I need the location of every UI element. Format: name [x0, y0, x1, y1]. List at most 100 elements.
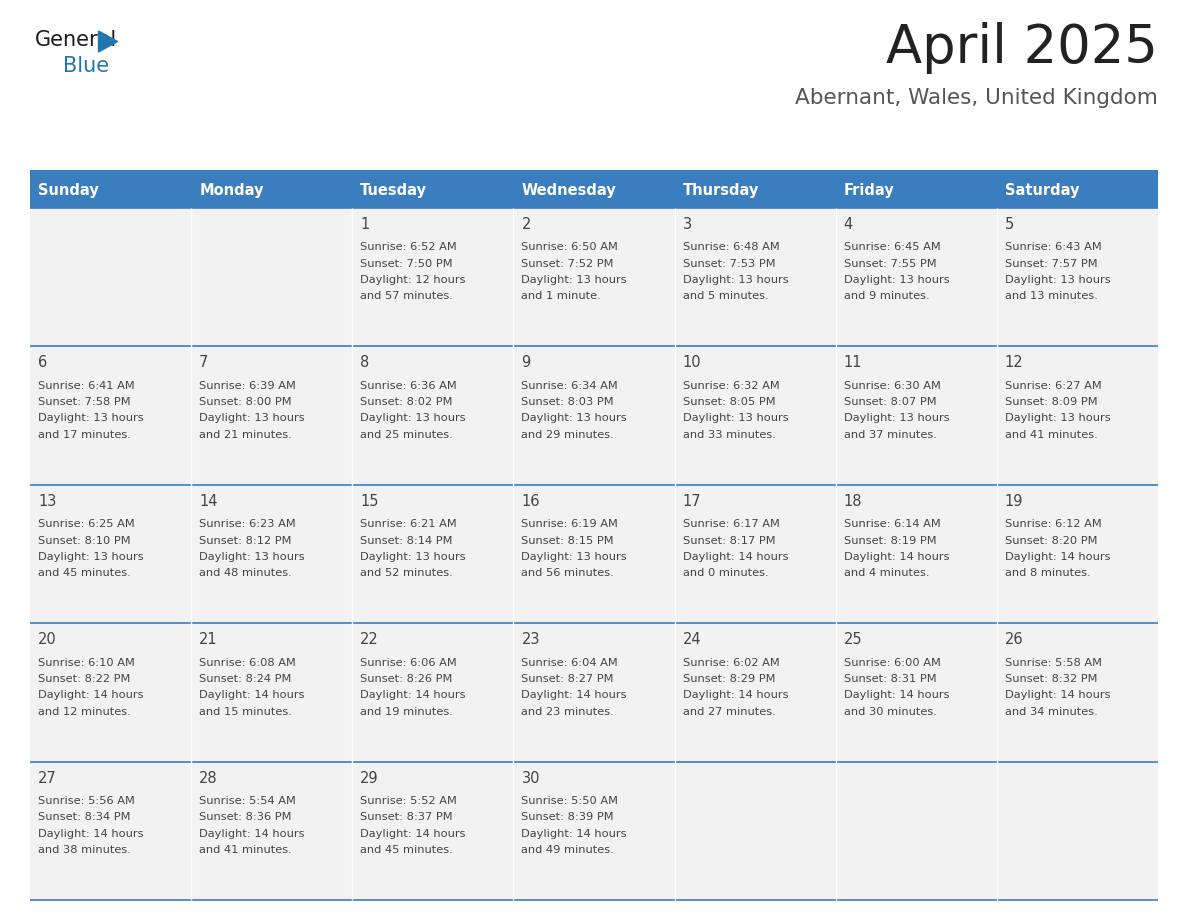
Bar: [675, 172, 835, 208]
Text: Daylight: 12 hours: Daylight: 12 hours: [360, 275, 466, 285]
Bar: [513, 172, 675, 208]
Text: Daylight: 13 hours: Daylight: 13 hours: [360, 552, 466, 562]
Bar: [513, 346, 675, 485]
Text: and 52 minutes.: and 52 minutes.: [360, 568, 453, 578]
Text: Daylight: 14 hours: Daylight: 14 hours: [38, 829, 144, 839]
Bar: [997, 762, 1158, 900]
Text: 23: 23: [522, 633, 541, 647]
Text: Tuesday: Tuesday: [360, 183, 428, 197]
Bar: [353, 208, 513, 346]
Text: Daylight: 14 hours: Daylight: 14 hours: [522, 829, 627, 839]
Bar: [835, 623, 997, 762]
Text: Daylight: 14 hours: Daylight: 14 hours: [1005, 690, 1111, 700]
Text: Daylight: 14 hours: Daylight: 14 hours: [1005, 552, 1111, 562]
Bar: [30, 623, 191, 762]
Text: and 38 minutes.: and 38 minutes.: [38, 845, 131, 855]
Text: Sunrise: 6:36 AM: Sunrise: 6:36 AM: [360, 381, 457, 391]
Bar: [997, 346, 1158, 485]
Text: Sunset: 8:26 PM: Sunset: 8:26 PM: [360, 674, 453, 684]
Text: and 12 minutes.: and 12 minutes.: [38, 707, 131, 717]
Text: Sunrise: 5:54 AM: Sunrise: 5:54 AM: [200, 796, 296, 806]
Text: Sunset: 8:31 PM: Sunset: 8:31 PM: [843, 674, 936, 684]
Text: Daylight: 14 hours: Daylight: 14 hours: [683, 552, 788, 562]
Text: Daylight: 14 hours: Daylight: 14 hours: [200, 690, 304, 700]
Bar: [835, 172, 997, 208]
Text: and 0 minutes.: and 0 minutes.: [683, 568, 769, 578]
Text: Sunrise: 6:23 AM: Sunrise: 6:23 AM: [200, 520, 296, 530]
Text: Daylight: 13 hours: Daylight: 13 hours: [1005, 275, 1111, 285]
Text: Daylight: 13 hours: Daylight: 13 hours: [360, 413, 466, 423]
Text: 18: 18: [843, 494, 862, 509]
Text: April 2025: April 2025: [886, 22, 1158, 74]
Text: Sunset: 8:17 PM: Sunset: 8:17 PM: [683, 535, 776, 545]
Text: Daylight: 13 hours: Daylight: 13 hours: [843, 413, 949, 423]
Text: and 48 minutes.: and 48 minutes.: [200, 568, 292, 578]
Text: General: General: [34, 30, 118, 50]
Text: 11: 11: [843, 355, 862, 370]
Text: Sunrise: 6:14 AM: Sunrise: 6:14 AM: [843, 520, 941, 530]
Text: and 4 minutes.: and 4 minutes.: [843, 568, 929, 578]
Text: Daylight: 13 hours: Daylight: 13 hours: [683, 275, 789, 285]
Text: Sunrise: 6:17 AM: Sunrise: 6:17 AM: [683, 520, 779, 530]
Bar: [513, 762, 675, 900]
Text: Daylight: 14 hours: Daylight: 14 hours: [38, 690, 144, 700]
Text: 4: 4: [843, 217, 853, 232]
Text: Sunrise: 6:25 AM: Sunrise: 6:25 AM: [38, 520, 134, 530]
Text: Sunset: 7:53 PM: Sunset: 7:53 PM: [683, 259, 776, 269]
Bar: [353, 623, 513, 762]
Text: and 17 minutes.: and 17 minutes.: [38, 430, 131, 440]
Text: 7: 7: [200, 355, 209, 370]
Text: 10: 10: [683, 355, 701, 370]
Text: Sunrise: 6:19 AM: Sunrise: 6:19 AM: [522, 520, 619, 530]
Text: Sunset: 7:57 PM: Sunset: 7:57 PM: [1005, 259, 1098, 269]
Text: Sunrise: 5:56 AM: Sunrise: 5:56 AM: [38, 796, 135, 806]
Bar: [997, 172, 1158, 208]
Text: Sunrise: 6:30 AM: Sunrise: 6:30 AM: [843, 381, 941, 391]
Text: 15: 15: [360, 494, 379, 509]
Text: Daylight: 13 hours: Daylight: 13 hours: [38, 552, 144, 562]
Bar: [997, 485, 1158, 623]
Bar: [191, 623, 353, 762]
Text: Sunset: 8:02 PM: Sunset: 8:02 PM: [360, 397, 453, 408]
Text: 8: 8: [360, 355, 369, 370]
Text: Sunrise: 6:52 AM: Sunrise: 6:52 AM: [360, 242, 457, 252]
Bar: [353, 762, 513, 900]
Text: and 19 minutes.: and 19 minutes.: [360, 707, 453, 717]
Bar: [30, 762, 191, 900]
Text: Daylight: 13 hours: Daylight: 13 hours: [38, 413, 144, 423]
Text: 29: 29: [360, 770, 379, 786]
Text: Daylight: 14 hours: Daylight: 14 hours: [360, 690, 466, 700]
Text: and 15 minutes.: and 15 minutes.: [200, 707, 292, 717]
Text: Sunrise: 5:58 AM: Sunrise: 5:58 AM: [1005, 657, 1102, 667]
Text: 13: 13: [38, 494, 57, 509]
Bar: [191, 172, 353, 208]
Text: Sunrise: 6:34 AM: Sunrise: 6:34 AM: [522, 381, 618, 391]
Text: Sunset: 8:12 PM: Sunset: 8:12 PM: [200, 535, 292, 545]
Bar: [191, 346, 353, 485]
Text: Sunset: 7:58 PM: Sunset: 7:58 PM: [38, 397, 131, 408]
Text: 5: 5: [1005, 217, 1015, 232]
Bar: [30, 172, 191, 208]
Text: Sunrise: 6:43 AM: Sunrise: 6:43 AM: [1005, 242, 1101, 252]
Text: Daylight: 14 hours: Daylight: 14 hours: [683, 690, 788, 700]
Bar: [997, 623, 1158, 762]
Text: Daylight: 14 hours: Daylight: 14 hours: [522, 690, 627, 700]
Text: 27: 27: [38, 770, 57, 786]
Text: Sunrise: 5:50 AM: Sunrise: 5:50 AM: [522, 796, 619, 806]
Text: and 56 minutes.: and 56 minutes.: [522, 568, 614, 578]
Text: and 41 minutes.: and 41 minutes.: [1005, 430, 1098, 440]
Text: and 1 minute.: and 1 minute.: [522, 291, 601, 301]
Text: Daylight: 14 hours: Daylight: 14 hours: [200, 829, 304, 839]
Text: 17: 17: [683, 494, 701, 509]
Bar: [191, 485, 353, 623]
Text: Sunset: 8:32 PM: Sunset: 8:32 PM: [1005, 674, 1098, 684]
Text: 14: 14: [200, 494, 217, 509]
Text: Sunset: 8:10 PM: Sunset: 8:10 PM: [38, 535, 131, 545]
Text: and 5 minutes.: and 5 minutes.: [683, 291, 769, 301]
Bar: [675, 623, 835, 762]
Text: Sunset: 8:39 PM: Sunset: 8:39 PM: [522, 812, 614, 823]
Text: 20: 20: [38, 633, 57, 647]
Text: Daylight: 13 hours: Daylight: 13 hours: [843, 275, 949, 285]
Text: Daylight: 13 hours: Daylight: 13 hours: [522, 275, 627, 285]
Text: Daylight: 14 hours: Daylight: 14 hours: [843, 690, 949, 700]
